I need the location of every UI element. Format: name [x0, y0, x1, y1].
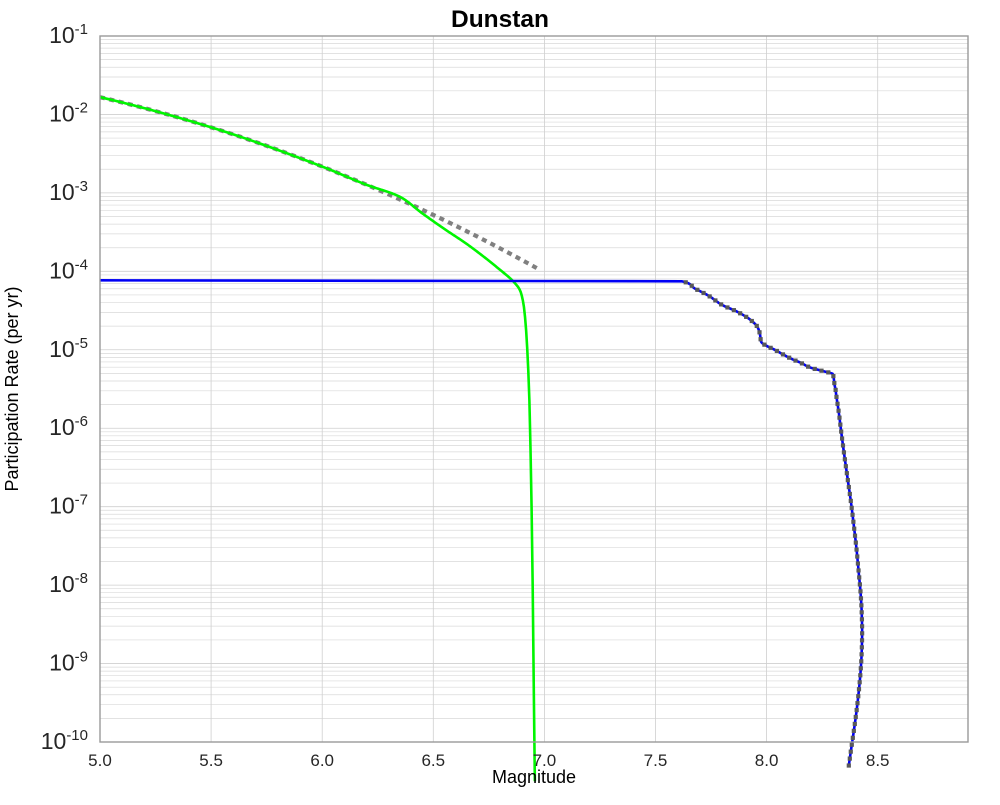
- svg-text:8.0: 8.0: [755, 751, 779, 770]
- svg-text:6.0: 6.0: [310, 751, 334, 770]
- svg-text:6.5: 6.5: [421, 751, 445, 770]
- svg-text:8.5: 8.5: [866, 751, 890, 770]
- svg-text:Magnitude: Magnitude: [492, 767, 576, 787]
- svg-text:Dunstan: Dunstan: [451, 6, 549, 33]
- svg-text:5.0: 5.0: [88, 751, 112, 770]
- svg-text:Participation Rate (per yr): Participation Rate (per yr): [2, 286, 22, 491]
- svg-text:5.5: 5.5: [199, 751, 223, 770]
- svg-text:7.5: 7.5: [644, 751, 668, 770]
